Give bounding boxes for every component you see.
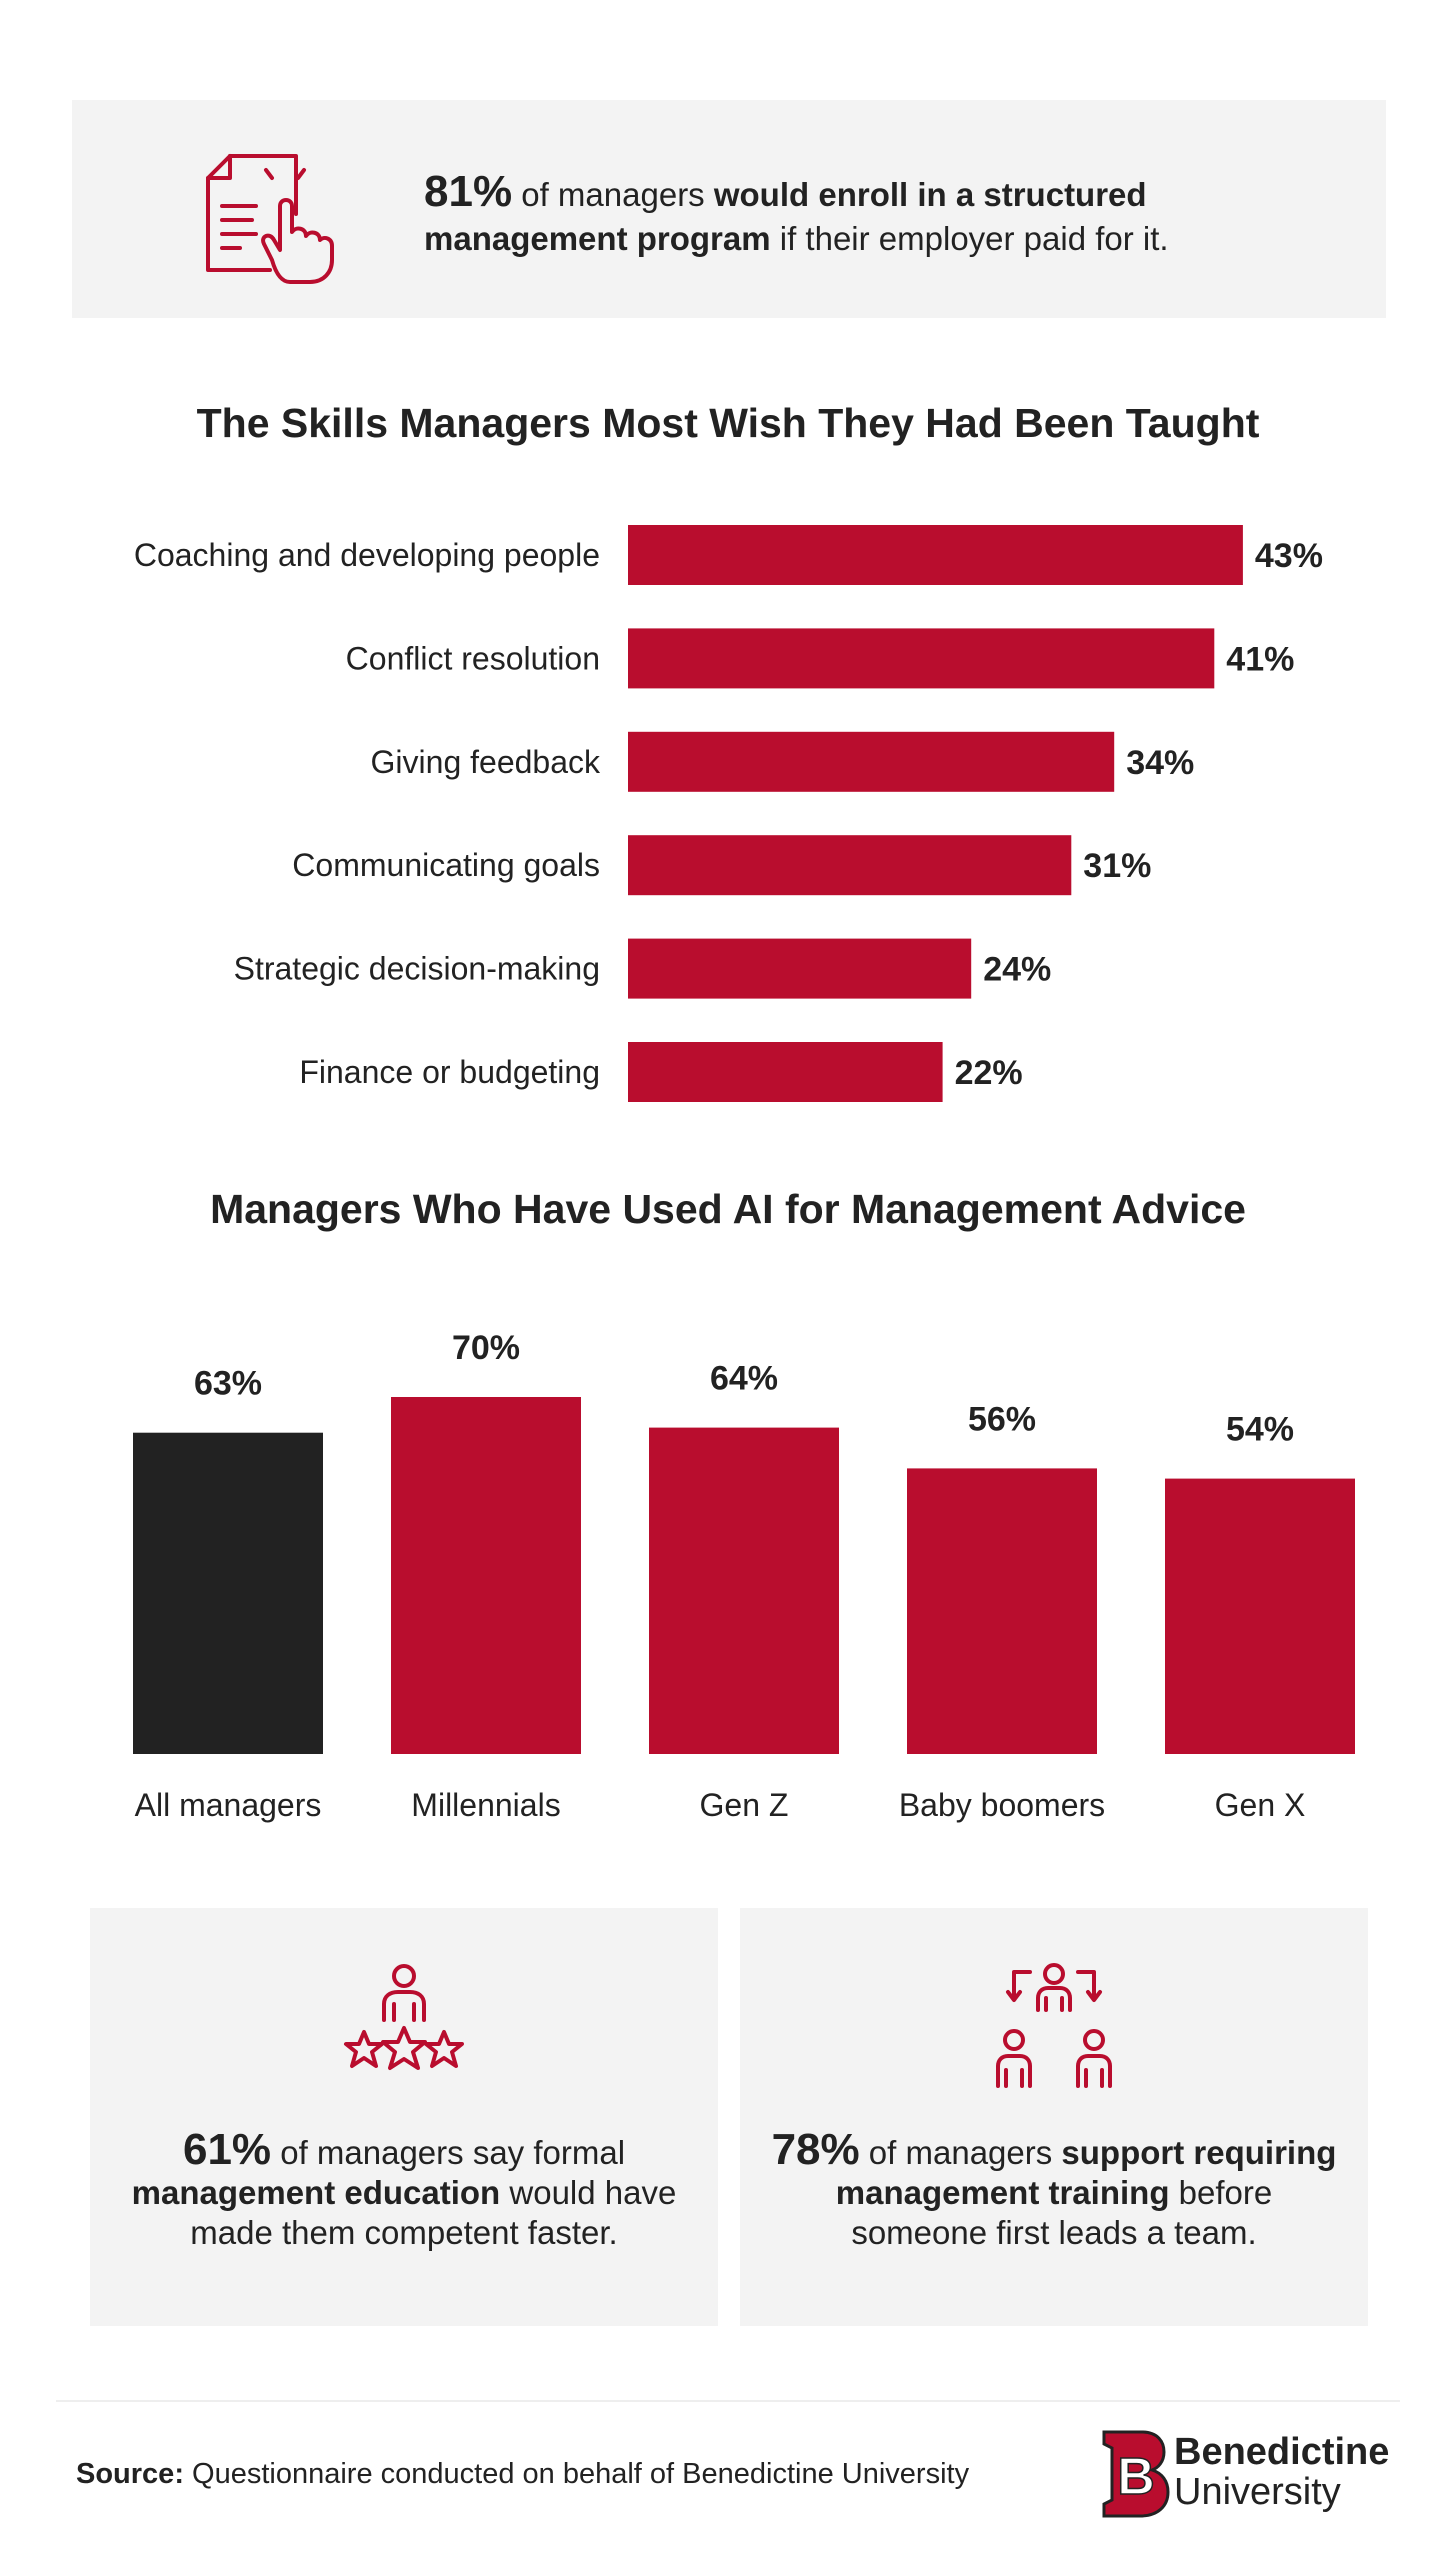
ai-category-baby-boomers: Baby boomers xyxy=(899,1787,1105,1823)
training-bold: support requiring management training xyxy=(835,2134,1337,2211)
ai-bar-gen-x xyxy=(1165,1478,1355,1754)
top-stat-bold: would enroll in a structured management … xyxy=(424,176,1147,257)
skill-value-finance-or-budgeting: 22% xyxy=(955,1054,1023,1092)
logo-letter: B xyxy=(1117,2448,1155,2506)
ai-value-gen-x: 54% xyxy=(1226,1411,1294,1449)
ai-value-gen-z: 64% xyxy=(710,1360,778,1398)
education-stat-panel: 61% of managers say formal management ed… xyxy=(90,1908,718,2326)
education-stat-number: 61% xyxy=(182,2125,272,2174)
skills-chart-title: The Skills Managers Most Wish They Had B… xyxy=(196,400,1260,446)
ai-value-baby-boomers: 56% xyxy=(968,1400,1036,1438)
ai-usage-bar-chart: 63% All managers 70% Millennials 64% Gen Z 56%… xyxy=(133,1329,1355,1823)
skill-bar-giving-feedback xyxy=(628,731,1115,792)
logo-line-2: University xyxy=(1174,2471,1341,2513)
skill-value-coaching-and-developing-people: 43% xyxy=(1255,537,1323,575)
skill-label-communicating-goals: Communicating goals xyxy=(292,847,600,883)
skill-bar-communicating-goals xyxy=(628,835,1072,896)
skill-value-giving-feedback: 34% xyxy=(1126,744,1194,782)
source-text: Questionnaire conducted on behalf of Ben… xyxy=(183,2458,970,2490)
source-label: Source: xyxy=(76,2458,184,2490)
top-stat-text: 81% of managers would enroll in a struct… xyxy=(424,170,1354,261)
skills-bar-chart: Coaching and developing people 43% Conflic… xyxy=(134,525,1323,1102)
education-stat-text: 61% of managers say formal management ed… xyxy=(120,2128,688,2253)
ai-chart-title: Managers Who Have Used AI for Management… xyxy=(210,1186,1246,1232)
benedictine-logo-icon: B xyxy=(1102,2430,1170,2518)
document-hand-icon xyxy=(206,154,334,284)
ai-value-millennials: 70% xyxy=(452,1329,520,1367)
training-stat-text: 78% of managers support requiring manage… xyxy=(770,2128,1338,2253)
source-note: Source: Questionnaire conducted on behal… xyxy=(76,2458,969,2491)
ai-bar-millennials xyxy=(391,1397,581,1754)
person-stars-icon xyxy=(344,1964,464,2070)
education-bold: management education xyxy=(131,2174,501,2211)
skill-bar-coaching-and-developing-people xyxy=(628,525,1243,585)
training-stat-number: 78% xyxy=(771,2125,860,2174)
skill-value-communicating-goals: 31% xyxy=(1083,847,1151,885)
footer-divider xyxy=(56,2400,1400,2402)
skill-value-strategic-decision-making: 24% xyxy=(983,951,1051,989)
training-text-1: of managers xyxy=(859,2134,1062,2171)
ai-category-millennials: Millennials xyxy=(411,1787,560,1823)
education-text-1: of managers say formal xyxy=(271,2134,626,2171)
ai-category-gen-z: Gen Z xyxy=(700,1787,789,1823)
training-text-2: before someone first leads a team. xyxy=(851,2174,1273,2251)
ai-bar-gen-z xyxy=(649,1427,839,1754)
ai-value-all-managers: 63% xyxy=(194,1365,262,1403)
skill-bar-finance-or-budgeting xyxy=(628,1042,943,1102)
team-arrows-icon xyxy=(996,1963,1112,2088)
skill-label-coaching-and-developing-people: Coaching and developing people xyxy=(134,537,600,573)
training-stat-panel: 78% of managers support requiring manage… xyxy=(740,1908,1368,2326)
ai-category-all-managers: All managers xyxy=(135,1787,322,1823)
top-stat-text-1: of managers xyxy=(512,176,714,213)
ai-category-gen-x: Gen X xyxy=(1215,1787,1306,1823)
top-stat-text-2: if their employer paid for it. xyxy=(770,220,1169,257)
ai-bar-baby-boomers xyxy=(907,1468,1097,1754)
ai-bar-all-managers xyxy=(133,1432,323,1754)
skill-label-finance-or-budgeting: Finance or budgeting xyxy=(299,1054,600,1090)
skill-label-conflict-resolution: Conflict resolution xyxy=(346,640,600,676)
skill-bar-conflict-resolution xyxy=(628,628,1215,689)
logo-line-1: Benedictine xyxy=(1174,2431,1390,2473)
skill-bar-strategic-decision-making xyxy=(628,938,972,999)
skill-label-giving-feedback: Giving feedback xyxy=(371,744,601,780)
skill-label-strategic-decision-making: Strategic decision-making xyxy=(234,951,600,987)
university-logo-text: Benedictine University xyxy=(1174,2432,1389,2512)
top-stat-number: 81% xyxy=(424,167,513,216)
education-text-2: would have made them competent faster. xyxy=(190,2174,677,2251)
skill-value-conflict-resolution: 41% xyxy=(1226,640,1294,678)
